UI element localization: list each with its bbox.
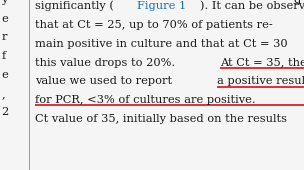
Text: that at Ct = 25, up to 70% of patients re-: that at Ct = 25, up to 70% of patients r…	[35, 20, 273, 30]
Text: r: r	[2, 32, 7, 42]
Text: Figure 1: Figure 1	[137, 1, 186, 11]
Text: a positive result: a positive result	[216, 76, 304, 86]
Text: value we used to report: value we used to report	[35, 76, 176, 86]
Text: Ct value of 35, initially based on the results: Ct value of 35, initially based on the r…	[35, 114, 287, 124]
Text: g: g	[294, 0, 301, 5]
Text: significantly (: significantly (	[35, 1, 114, 11]
Text: 2: 2	[2, 107, 9, 117]
Text: y: y	[2, 0, 8, 5]
Text: ,: ,	[2, 89, 5, 99]
Text: e: e	[2, 70, 8, 80]
Text: for PCR, <3% of cultures are positive.: for PCR, <3% of cultures are positive.	[35, 95, 256, 105]
Text: At Ct = 35, the: At Ct = 35, the	[220, 58, 304, 68]
Text: e: e	[2, 14, 8, 24]
Text: this value drops to 20%.: this value drops to 20%.	[35, 58, 179, 68]
Text: f: f	[2, 51, 6, 61]
Text: ). It can be observed: ). It can be observed	[200, 1, 304, 11]
Text: main positive in culture and that at Ct = 30: main positive in culture and that at Ct …	[35, 39, 288, 49]
